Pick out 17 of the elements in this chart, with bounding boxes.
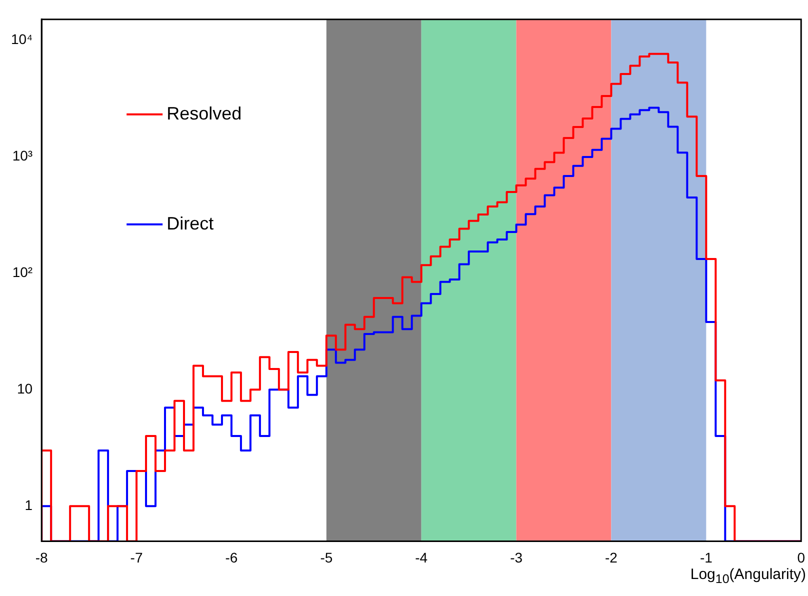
x-tick-label: -7 <box>130 549 143 566</box>
y-tick-label: 10³ <box>12 147 33 164</box>
x-tick-label: -2 <box>605 549 618 566</box>
x-tick-label: -1 <box>700 549 713 566</box>
x-tick-label: -6 <box>225 549 238 566</box>
x-tick-label: -5 <box>320 549 333 566</box>
y-tick-label: 10 <box>17 380 33 396</box>
x-tick-label: -3 <box>510 549 523 566</box>
x-axis-title: Log$_{10}$(Angularity) <box>690 566 806 586</box>
legend-label: Direct <box>166 213 214 234</box>
y-tick-label: 1 <box>24 496 33 513</box>
x-tick-label: -4 <box>415 549 428 566</box>
y-tick-label: 10² <box>12 264 33 280</box>
x-tick-label: 0 <box>797 549 806 566</box>
y-tick-label: 10⁴ <box>10 30 33 47</box>
x-tick-label: -8 <box>35 549 48 566</box>
legend-label: Resolved <box>166 103 242 124</box>
